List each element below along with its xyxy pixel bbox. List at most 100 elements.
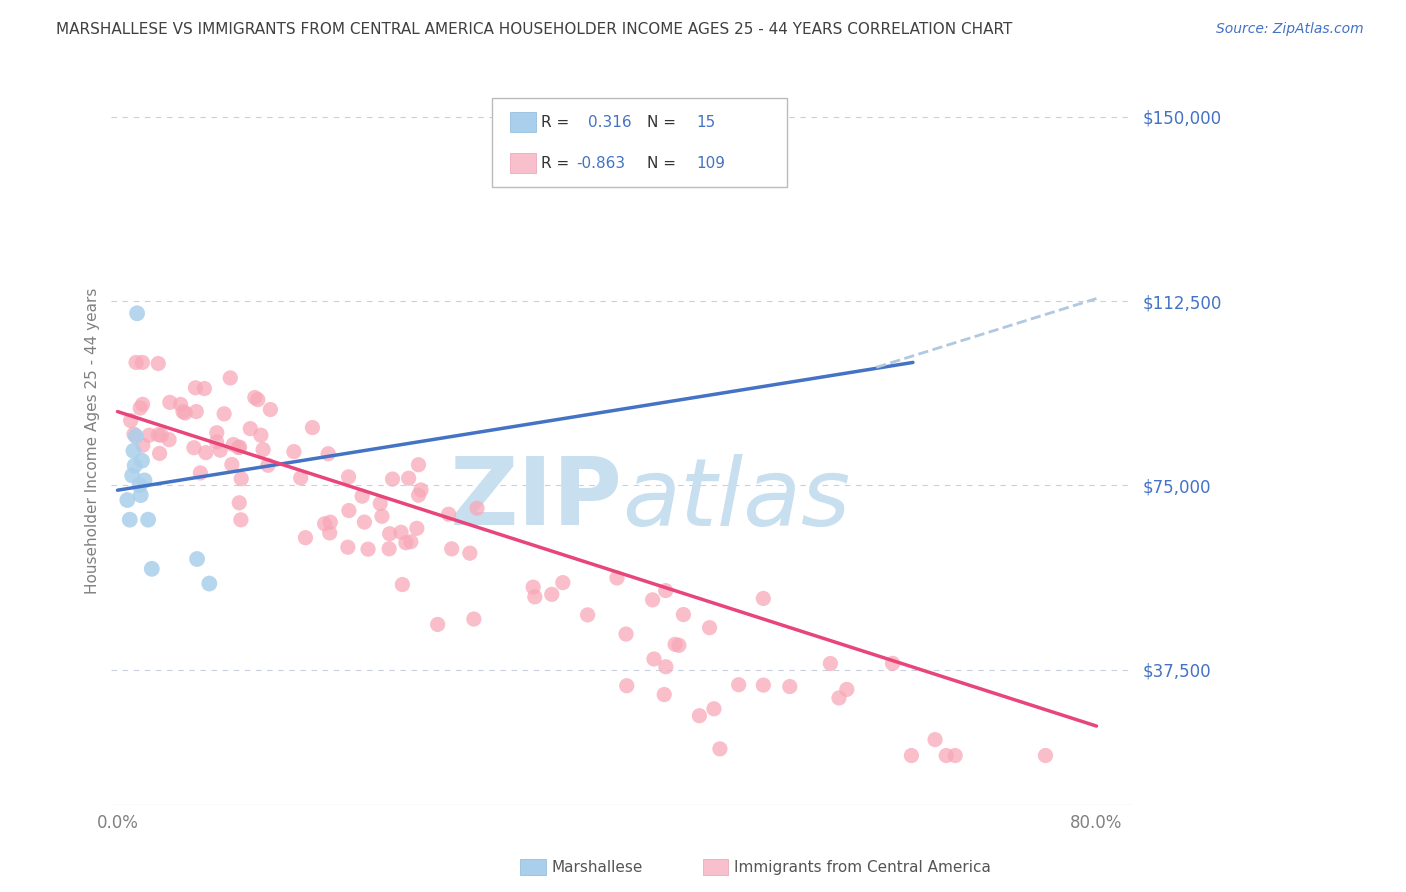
- Point: [523, 590, 546, 604]
- Text: Source: ZipAtlas.com: Source: ZipAtlas.com: [1216, 22, 1364, 37]
- Point: [900, 748, 922, 763]
- Point: [125, 429, 148, 443]
- Text: atlas: atlas: [623, 454, 851, 545]
- Y-axis label: Householder Income Ages 25 - 44 years: Householder Income Ages 25 - 44 years: [86, 288, 100, 594]
- Point: [551, 575, 574, 590]
- Point: [672, 607, 695, 622]
- Point: [138, 428, 160, 442]
- Point: [378, 541, 401, 556]
- Text: Immigrants from Central America: Immigrants from Central America: [734, 860, 991, 874]
- Point: [699, 621, 721, 635]
- Point: [655, 659, 678, 673]
- Point: [779, 680, 801, 694]
- Point: [935, 748, 957, 763]
- Point: [378, 526, 401, 541]
- Point: [368, 496, 391, 510]
- Point: [117, 493, 139, 508]
- Point: [924, 732, 946, 747]
- Point: [409, 483, 432, 497]
- Point: [301, 420, 323, 434]
- Point: [124, 458, 146, 473]
- Point: [522, 580, 544, 594]
- Point: [120, 413, 142, 427]
- Point: [641, 592, 664, 607]
- Point: [157, 433, 180, 447]
- Point: [127, 306, 149, 320]
- Text: Marshallese: Marshallese: [551, 860, 643, 874]
- Point: [198, 576, 221, 591]
- Point: [159, 395, 181, 409]
- Point: [186, 552, 208, 566]
- Text: R =: R =: [541, 115, 575, 129]
- Point: [122, 427, 145, 442]
- Point: [668, 638, 690, 652]
- Point: [252, 442, 274, 457]
- Point: [882, 657, 904, 671]
- Point: [606, 571, 628, 585]
- Point: [183, 441, 205, 455]
- Point: [129, 401, 152, 415]
- Point: [134, 474, 156, 488]
- Point: [614, 627, 637, 641]
- Point: [212, 407, 235, 421]
- Point: [243, 391, 266, 405]
- Text: N =: N =: [647, 115, 681, 129]
- Point: [828, 690, 851, 705]
- Point: [371, 509, 394, 524]
- Point: [122, 443, 145, 458]
- Text: 109: 109: [696, 156, 725, 170]
- Point: [426, 617, 449, 632]
- Point: [314, 516, 336, 531]
- Point: [194, 445, 217, 459]
- Point: [283, 444, 305, 458]
- Point: [405, 521, 427, 535]
- Point: [391, 577, 413, 591]
- Point: [319, 515, 342, 529]
- Point: [193, 382, 215, 396]
- Point: [129, 488, 152, 502]
- Point: [835, 682, 858, 697]
- Point: [336, 540, 359, 554]
- Point: [319, 525, 342, 540]
- Point: [353, 515, 375, 529]
- Point: [943, 748, 966, 763]
- Point: [399, 534, 422, 549]
- Point: [1035, 748, 1057, 763]
- Point: [209, 443, 232, 458]
- Point: [131, 453, 153, 467]
- Point: [259, 402, 281, 417]
- Point: [643, 652, 665, 666]
- Point: [141, 562, 163, 576]
- Point: [121, 468, 143, 483]
- Point: [357, 542, 380, 557]
- Point: [408, 488, 430, 502]
- Text: N =: N =: [647, 156, 681, 170]
- Point: [231, 472, 253, 486]
- Point: [664, 637, 686, 651]
- Text: 0.316: 0.316: [588, 115, 631, 129]
- Point: [228, 496, 250, 510]
- Point: [398, 471, 420, 485]
- Point: [239, 422, 262, 436]
- Point: [186, 404, 208, 418]
- Point: [221, 458, 243, 472]
- Text: ZIP: ZIP: [450, 453, 623, 545]
- Point: [440, 541, 463, 556]
- Point: [820, 657, 842, 671]
- Text: MARSHALLESE VS IMMIGRANTS FROM CENTRAL AMERICA HOUSEHOLDER INCOME AGES 25 - 44 Y: MARSHALLESE VS IMMIGRANTS FROM CENTRAL A…: [56, 22, 1012, 37]
- Point: [149, 446, 172, 460]
- Point: [205, 425, 228, 440]
- Point: [228, 441, 250, 455]
- Point: [337, 503, 360, 517]
- Point: [616, 679, 638, 693]
- Point: [290, 471, 312, 485]
- Point: [688, 708, 710, 723]
- Point: [294, 531, 316, 545]
- Point: [219, 371, 242, 385]
- Point: [148, 357, 170, 371]
- Point: [118, 513, 141, 527]
- Point: [188, 466, 211, 480]
- Point: [465, 501, 488, 516]
- Point: [136, 513, 159, 527]
- Point: [250, 428, 273, 442]
